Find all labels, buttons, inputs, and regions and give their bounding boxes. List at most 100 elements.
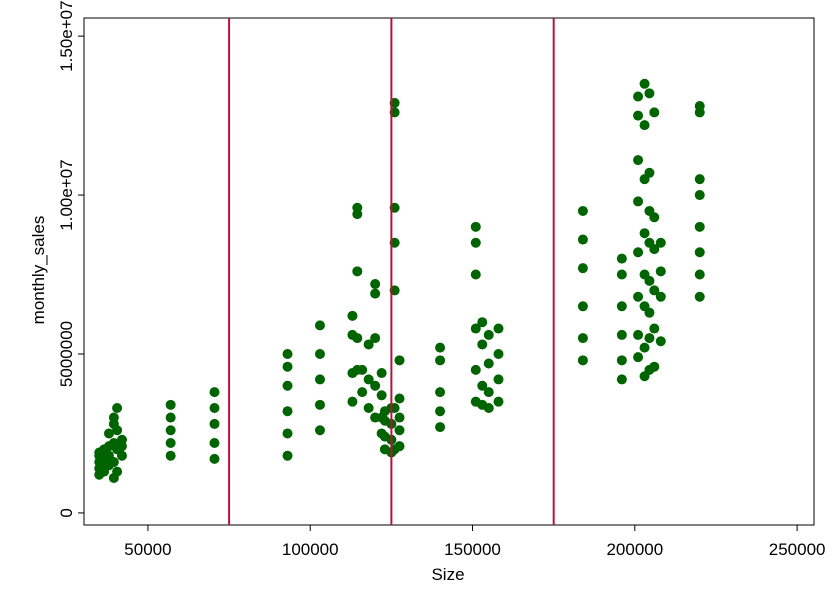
point <box>394 425 405 436</box>
point <box>209 403 220 414</box>
point <box>112 466 123 477</box>
point <box>616 301 627 312</box>
point <box>357 387 368 398</box>
point <box>314 399 325 410</box>
point <box>282 361 293 372</box>
point <box>363 374 374 385</box>
point <box>470 269 481 280</box>
point <box>370 380 381 391</box>
point <box>209 387 220 398</box>
point <box>477 339 488 350</box>
point <box>435 422 446 433</box>
x-tick-label: 200000 <box>606 540 663 559</box>
x-tick-label: 250000 <box>769 540 826 559</box>
x-axis-label: Size <box>431 565 464 584</box>
point <box>282 348 293 359</box>
point <box>694 247 705 258</box>
point <box>493 374 504 385</box>
point <box>477 317 488 328</box>
point <box>103 428 114 439</box>
x-tick-label: 150000 <box>444 540 501 559</box>
point <box>577 333 588 344</box>
point <box>649 244 660 255</box>
point <box>435 387 446 398</box>
point <box>112 403 123 414</box>
point <box>616 329 627 340</box>
point <box>112 425 123 436</box>
point <box>577 301 588 312</box>
point <box>483 387 494 398</box>
point <box>694 269 705 280</box>
point <box>165 412 176 423</box>
point <box>314 348 325 359</box>
point <box>352 209 363 220</box>
point <box>394 412 405 423</box>
point <box>649 323 660 334</box>
point <box>644 307 655 318</box>
point <box>209 418 220 429</box>
x-tick-label: 100000 <box>282 540 339 559</box>
point <box>470 364 481 375</box>
point <box>108 457 119 468</box>
point <box>633 352 644 363</box>
point <box>633 91 644 102</box>
point <box>394 393 405 404</box>
point <box>616 374 627 385</box>
point <box>357 364 368 375</box>
point <box>649 285 660 296</box>
point <box>649 361 660 372</box>
point <box>577 205 588 216</box>
point <box>644 88 655 99</box>
point <box>655 336 666 347</box>
point <box>352 266 363 277</box>
point <box>639 78 650 89</box>
point <box>694 101 705 112</box>
point <box>165 450 176 461</box>
point <box>209 453 220 464</box>
point <box>633 110 644 121</box>
y-axis-label: monthly_sales <box>29 216 48 325</box>
point <box>639 120 650 131</box>
point <box>314 374 325 385</box>
point <box>209 437 220 448</box>
point <box>282 406 293 417</box>
point <box>639 228 650 239</box>
point <box>616 253 627 264</box>
point <box>370 288 381 299</box>
point <box>376 368 387 379</box>
point <box>633 155 644 166</box>
point <box>649 107 660 118</box>
point <box>639 342 650 353</box>
point <box>435 342 446 353</box>
point <box>577 263 588 274</box>
x-tick-label: 50000 <box>124 540 171 559</box>
point <box>435 355 446 366</box>
point <box>347 310 358 321</box>
point <box>694 221 705 232</box>
point <box>649 212 660 223</box>
point <box>282 428 293 439</box>
point <box>314 425 325 436</box>
point <box>435 406 446 417</box>
point <box>116 434 127 445</box>
point <box>282 450 293 461</box>
point <box>577 234 588 245</box>
point <box>655 291 666 302</box>
point <box>644 275 655 286</box>
point <box>694 190 705 201</box>
point <box>483 403 494 414</box>
point <box>477 380 488 391</box>
point <box>493 323 504 334</box>
y-tick-label: 1.00e+07 <box>57 159 76 230</box>
plot-area <box>83 17 815 526</box>
point <box>470 323 481 334</box>
point <box>470 237 481 248</box>
y-tick-label: 1.50e+07 <box>57 0 76 71</box>
point <box>165 437 176 448</box>
point <box>483 329 494 340</box>
point <box>470 221 481 232</box>
point <box>483 358 494 369</box>
point <box>493 348 504 359</box>
point <box>694 174 705 185</box>
point <box>370 333 381 344</box>
